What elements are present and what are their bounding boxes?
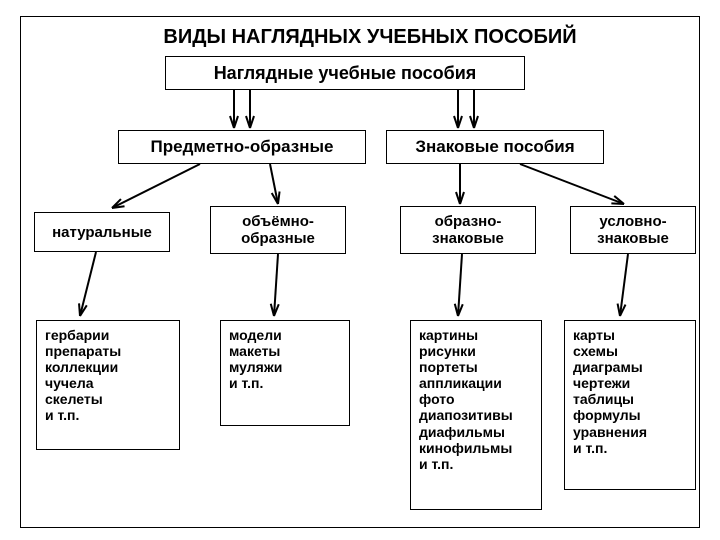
cat1-box: Предметно-образные	[118, 130, 366, 164]
sub2-box: объёмно- образные	[210, 206, 346, 254]
sub1-label: натуральные	[52, 224, 152, 241]
sub3-label: образно- знаковые	[432, 213, 504, 247]
diagram-canvas: { "canvas": { "width": 720, "height": 54…	[0, 0, 720, 540]
diagram-title: ВИДЫ НАГЛЯДНЫХ УЧЕБНЫХ ПОСОБИЙ	[120, 26, 620, 49]
sub1-box: натуральные	[34, 212, 170, 252]
cat1-label: Предметно-образные	[151, 137, 334, 157]
cat2-box: Знаковые пособия	[386, 130, 604, 164]
root-label: Наглядные учебные пособия	[214, 63, 477, 84]
sub3-box: образно- знаковые	[400, 206, 536, 254]
leaf1-box: гербарии препараты коллекции чучела скел…	[36, 320, 180, 450]
sub4-box: условно- знаковые	[570, 206, 696, 254]
root-box: Наглядные учебные пособия	[165, 56, 525, 90]
cat2-label: Знаковые пособия	[415, 137, 574, 157]
leaf3-box: картины рисунки портеты аппликации фото …	[410, 320, 542, 510]
sub4-label: условно- знаковые	[597, 213, 669, 247]
sub2-label: объёмно- образные	[241, 213, 315, 247]
leaf4-box: карты схемы диаграмы чертежи таблицы фор…	[564, 320, 696, 490]
leaf2-box: модели макеты муляжи и т.п.	[220, 320, 350, 426]
